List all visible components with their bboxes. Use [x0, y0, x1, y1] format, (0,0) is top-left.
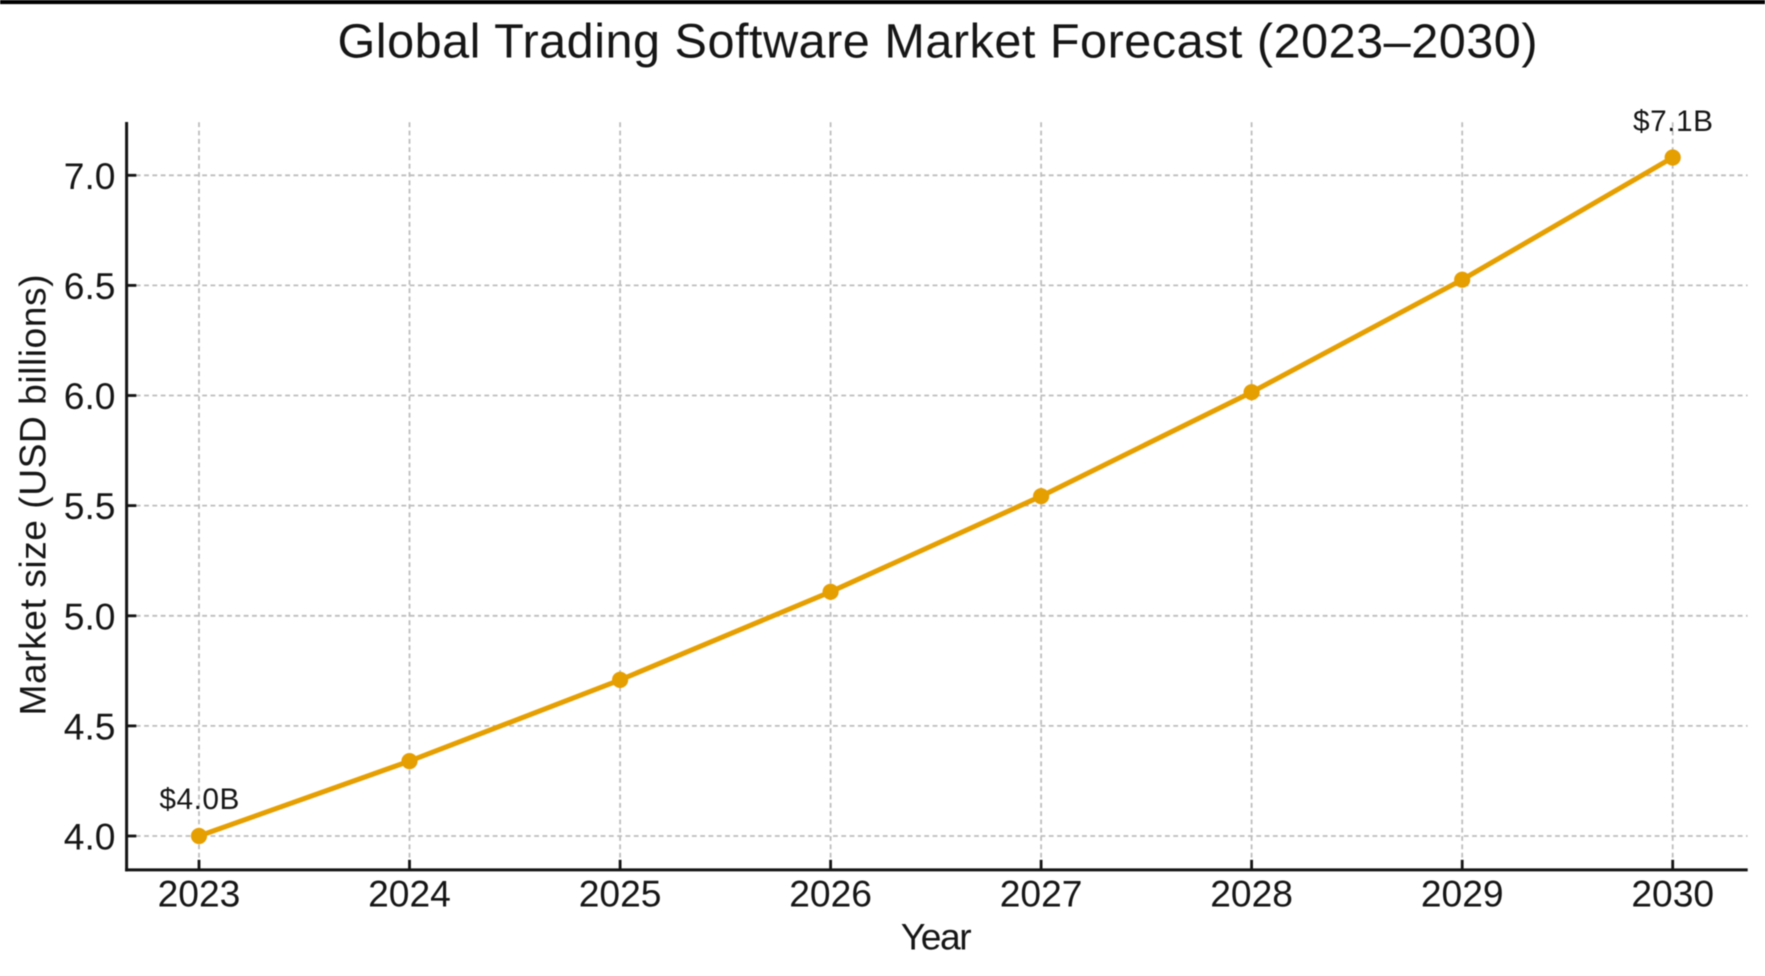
- svg-text:Market size (USD billions): Market size (USD billions): [12, 275, 54, 716]
- svg-text:5.5: 5.5: [64, 485, 116, 527]
- svg-text:2023: 2023: [158, 873, 241, 915]
- svg-text:6.0: 6.0: [64, 375, 116, 417]
- svg-text:$4.0B: $4.0B: [159, 783, 239, 816]
- svg-text:$7.1B: $7.1B: [1633, 105, 1713, 138]
- svg-text:2029: 2029: [1421, 873, 1504, 915]
- svg-text:5.0: 5.0: [64, 595, 116, 637]
- svg-text:6.5: 6.5: [64, 265, 116, 307]
- svg-text:Year: Year: [901, 916, 972, 958]
- svg-text:7.0: 7.0: [64, 155, 116, 197]
- svg-text:2026: 2026: [789, 873, 872, 915]
- svg-text:2024: 2024: [368, 873, 451, 915]
- svg-text:2030: 2030: [1631, 873, 1714, 915]
- svg-text:2028: 2028: [1210, 873, 1293, 915]
- svg-text:4.5: 4.5: [64, 705, 116, 747]
- svg-text:Global Trading Software Market: Global Trading Software Market Forecast …: [338, 14, 1538, 68]
- svg-text:4.0: 4.0: [64, 816, 116, 858]
- svg-text:2025: 2025: [579, 873, 662, 915]
- svg-text:2027: 2027: [1000, 873, 1083, 915]
